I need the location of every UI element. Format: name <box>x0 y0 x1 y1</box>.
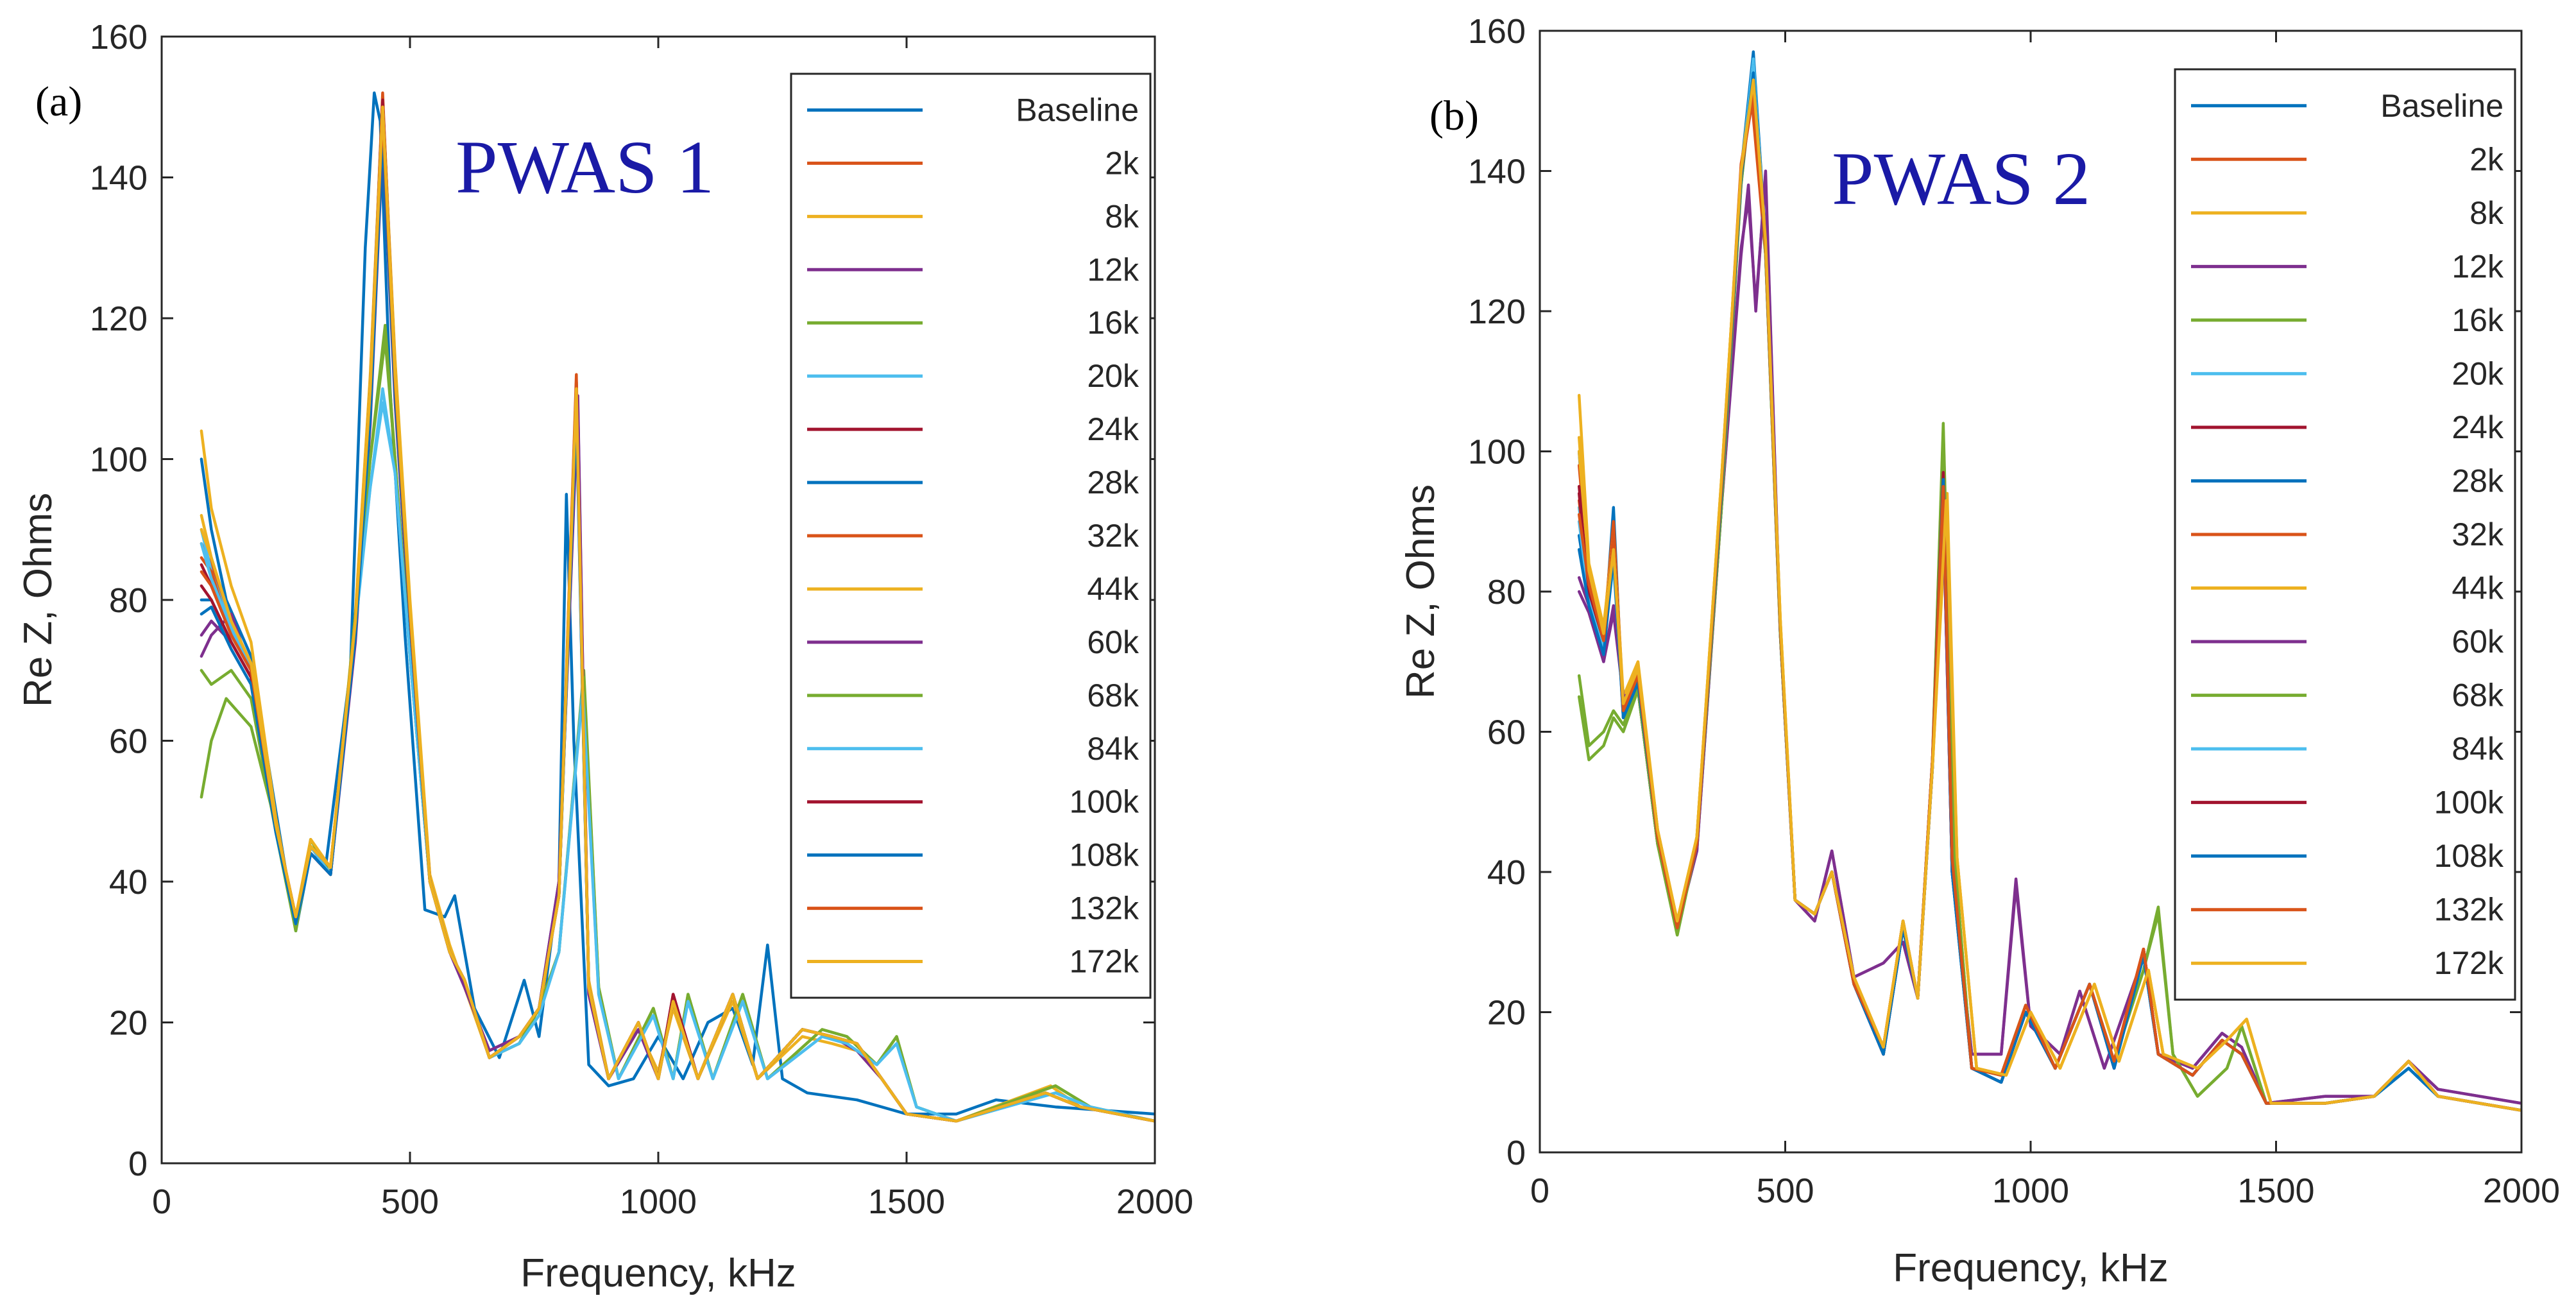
x-tick-label: 1000 <box>620 1183 697 1221</box>
legend-label: 12k <box>1087 252 1139 287</box>
legend-label: 12k <box>2452 248 2504 284</box>
y-tick-label: 20 <box>109 1004 148 1043</box>
legend-label: 44k <box>2452 570 2504 606</box>
legend-label: 108k <box>2434 838 2504 874</box>
legend-label: Baseline <box>1016 92 1139 128</box>
legend-label: 32k <box>1087 518 1139 554</box>
y-tick-label: 100 <box>90 441 148 479</box>
legend-label: 84k <box>1087 731 1139 767</box>
legend-label: 60k <box>2452 624 2504 660</box>
x-axis-label: Frequency, kHz <box>520 1251 796 1295</box>
panel-label: (a) <box>35 78 82 125</box>
y-tick-label: 0 <box>128 1145 148 1183</box>
x-tick-label: 500 <box>1756 1172 1814 1210</box>
series-line-172k <box>200 105 1155 1123</box>
y-tick-label: 100 <box>1468 433 1526 472</box>
chart-panel-2: 0 500 1000 1500 2000 0 20 40 60 80 100 120 140 160 Fre… <box>1399 12 2560 1290</box>
x-tick-label: 2000 <box>1116 1183 1193 1221</box>
chart-title: PWAS 1 <box>456 125 714 209</box>
y-tick-label: 0 <box>1506 1134 1526 1172</box>
panel-label: (b) <box>1429 92 1479 139</box>
y-axis-label: Re Z, Ohms <box>1399 484 1443 699</box>
legend-label: 20k <box>2452 355 2504 391</box>
legend-label: 100k <box>1070 784 1139 820</box>
legend-label: 24k <box>1087 411 1139 447</box>
y-tick-label: 160 <box>1468 12 1526 51</box>
legend-label: 132k <box>1070 891 1139 927</box>
x-tick-label: 500 <box>381 1183 439 1221</box>
legend-label: 68k <box>1087 678 1139 713</box>
legend-label: 68k <box>2452 678 2504 713</box>
chart-title: PWAS 2 <box>1832 137 2090 221</box>
x-tick-label: 1000 <box>1992 1172 2069 1210</box>
y-tick-label: 160 <box>90 18 148 56</box>
y-tick-label: 140 <box>90 159 148 198</box>
x-tick-label: 0 <box>1530 1172 1549 1210</box>
legend-label: 60k <box>1087 624 1139 660</box>
legend-label: 8k <box>2469 195 2504 231</box>
legend-label: 2k <box>1105 145 1139 181</box>
legend-label: 100k <box>2434 785 2504 821</box>
y-tick-label: 80 <box>109 581 148 620</box>
y-tick-label: 60 <box>109 722 148 761</box>
y-tick-label: 120 <box>90 300 148 338</box>
legend-label: 108k <box>1070 837 1139 873</box>
legend-label: 28k <box>1087 465 1139 500</box>
series-group <box>200 91 1155 1123</box>
legend-label: 172k <box>2434 945 2504 981</box>
legend: Baseline 2k 8k 12k 16k 20k 24k 28k 32k 44k 60k 68k 8… <box>790 73 1152 999</box>
legend-label: 84k <box>2452 731 2504 767</box>
chart-panel-1: 0 500 1000 1500 2000 0 20 40 60 80 100 120 140 160 Fre… <box>16 18 1193 1295</box>
y-tick-label: 40 <box>1487 853 1526 892</box>
legend-label: 44k <box>1087 571 1139 607</box>
legend-label: 172k <box>1070 944 1139 980</box>
series-group <box>1577 50 2521 1112</box>
legend-label: 16k <box>2452 302 2504 338</box>
y-tick-label: 80 <box>1487 573 1526 611</box>
y-tick-label: 20 <box>1487 994 1526 1032</box>
legend-label: 2k <box>2469 141 2504 177</box>
x-tick-label: 0 <box>152 1183 171 1221</box>
legend-label: Baseline <box>2380 88 2503 124</box>
legend-label: 16k <box>1087 305 1139 341</box>
legend: Baseline 2k 8k 12k 16k 20k 24k 28k 32k 44k 60k 68k 8… <box>2174 68 2516 1001</box>
y-tick-label: 60 <box>1487 713 1526 752</box>
x-tick-label: 1500 <box>2237 1172 2314 1210</box>
x-axis-label: Frequency, kHz <box>1893 1246 2169 1290</box>
y-tick-label: 120 <box>1468 293 1526 331</box>
legend-label: 8k <box>1105 198 1139 234</box>
legend-label: 132k <box>2434 892 2504 928</box>
legend-label: 20k <box>1087 358 1139 394</box>
series-line-172k <box>1577 78 2521 1112</box>
y-axis-label: Re Z, Ohms <box>16 493 60 707</box>
legend-label: 28k <box>2452 463 2504 499</box>
x-tick-label: 2000 <box>2483 1172 2560 1210</box>
x-tick-label: 1500 <box>868 1183 945 1221</box>
legend-label: 32k <box>2452 517 2504 552</box>
y-tick-label: 140 <box>1468 153 1526 191</box>
legend-label: 24k <box>2452 409 2504 445</box>
y-tick-label: 40 <box>109 863 148 901</box>
